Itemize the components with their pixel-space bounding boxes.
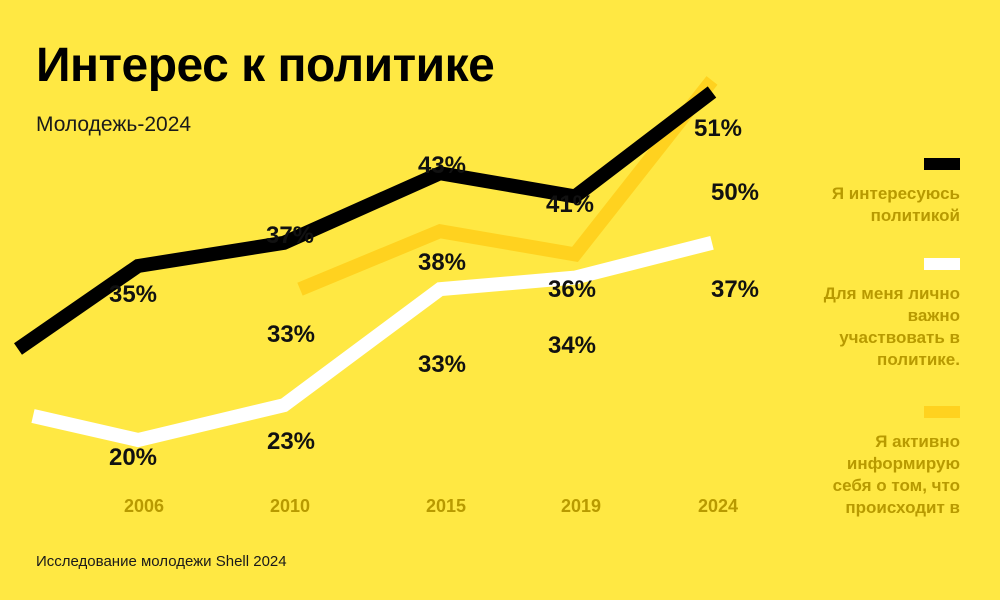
data-label-s1-2019: 34% bbox=[548, 332, 596, 359]
data-label-s0-2015: 43% bbox=[418, 152, 466, 179]
source-note: Исследование молодежи Shell 2024 bbox=[36, 553, 287, 570]
data-label-s0-2024: 50% bbox=[711, 179, 759, 206]
chart-title: Интерес к политике bbox=[36, 39, 495, 92]
x-tick-2015: 2015 bbox=[426, 496, 466, 516]
series-line-2 bbox=[297, 76, 718, 296]
data-label-s0-2019: 41% bbox=[546, 191, 594, 218]
legend-item-information: Я активно информирую себя о том, что про… bbox=[810, 405, 960, 519]
data-label-s1-2024: 37% bbox=[711, 276, 759, 303]
data-label-s1-2010: 23% bbox=[267, 428, 315, 455]
x-tick-2019: 2019 bbox=[561, 496, 601, 516]
legend-item-interest: Я интересуюсь политикой bbox=[810, 157, 960, 227]
legend-label-interest: Я интересуюсь политикой bbox=[831, 184, 960, 225]
data-label-s0-2010: 37% bbox=[266, 222, 314, 249]
chart-subtitle: Молодежь-2024 bbox=[36, 113, 192, 136]
legend-swatch-information bbox=[924, 406, 960, 418]
data-label-s0-2006: 35% bbox=[109, 281, 157, 308]
legend-swatch-participation bbox=[924, 258, 960, 270]
x-tick-2006: 2006 bbox=[124, 496, 164, 516]
series-line-0 bbox=[14, 86, 717, 355]
data-label-s2-2010: 33% bbox=[267, 321, 315, 348]
series-line-1 bbox=[31, 236, 714, 448]
data-label-s1-2015: 33% bbox=[418, 351, 466, 378]
legend-label-information: Я активно информирую себя о том, что про… bbox=[832, 432, 960, 517]
data-label-s2-2019: 36% bbox=[548, 276, 596, 303]
x-tick-2024: 2024 bbox=[698, 496, 738, 516]
legend-swatch-interest bbox=[924, 158, 960, 170]
data-label-s1-2006: 20% bbox=[109, 444, 157, 471]
data-label-s2-2015: 38% bbox=[418, 249, 466, 276]
x-tick-2010: 2010 bbox=[270, 496, 310, 516]
legend-label-participation: Для меня лично важно участвовать в полит… bbox=[823, 284, 960, 369]
legend-item-participation: Для меня лично важно участвовать в полит… bbox=[810, 257, 960, 371]
data-label-s2-2024: 51% bbox=[694, 115, 742, 142]
